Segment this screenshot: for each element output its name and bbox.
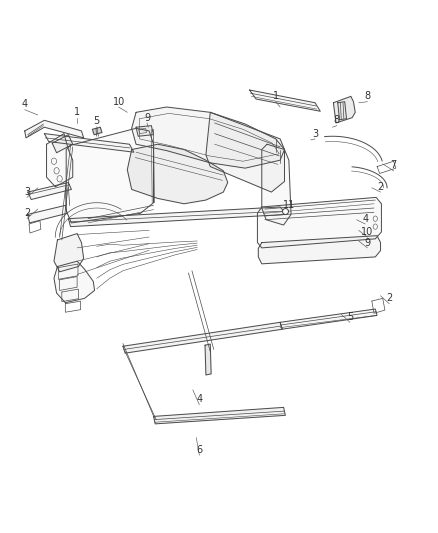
Polygon shape <box>262 144 291 225</box>
Polygon shape <box>280 309 377 329</box>
Polygon shape <box>338 102 346 120</box>
Polygon shape <box>250 90 320 111</box>
Polygon shape <box>52 135 73 153</box>
Text: 7: 7 <box>391 160 397 171</box>
Text: 2: 2 <box>24 208 30 219</box>
Text: 5: 5 <box>94 116 100 126</box>
Polygon shape <box>66 128 153 223</box>
Text: 4: 4 <box>196 394 202 405</box>
Text: 1: 1 <box>273 91 279 101</box>
Text: 6: 6 <box>196 445 202 455</box>
Polygon shape <box>333 96 355 123</box>
Text: 4: 4 <box>362 214 368 224</box>
Polygon shape <box>258 236 381 264</box>
Polygon shape <box>28 182 71 199</box>
Polygon shape <box>258 197 381 248</box>
Text: 4: 4 <box>21 99 28 109</box>
Text: 10: 10 <box>361 227 374 237</box>
Text: 3: 3 <box>312 128 318 139</box>
Polygon shape <box>132 107 285 168</box>
Text: 2: 2 <box>386 293 392 303</box>
Polygon shape <box>54 233 84 272</box>
Text: 11: 11 <box>283 200 295 211</box>
Text: 2: 2 <box>378 182 384 192</box>
Text: 1: 1 <box>74 107 80 117</box>
Text: 9: 9 <box>144 112 150 123</box>
Polygon shape <box>127 144 228 204</box>
Polygon shape <box>92 127 102 135</box>
Polygon shape <box>205 344 211 375</box>
Text: 9: 9 <box>364 238 371 247</box>
Text: 10: 10 <box>113 96 125 107</box>
Polygon shape <box>25 120 84 138</box>
Polygon shape <box>153 407 286 424</box>
Text: 5: 5 <box>347 312 353 322</box>
Polygon shape <box>136 126 153 136</box>
Polygon shape <box>206 112 285 192</box>
Text: 8: 8 <box>364 91 371 101</box>
Polygon shape <box>46 134 73 187</box>
Polygon shape <box>28 205 67 223</box>
Text: 3: 3 <box>24 187 30 197</box>
Polygon shape <box>123 322 283 353</box>
Polygon shape <box>68 207 287 227</box>
Polygon shape <box>54 261 95 303</box>
Polygon shape <box>44 134 134 152</box>
Text: 8: 8 <box>334 115 340 125</box>
